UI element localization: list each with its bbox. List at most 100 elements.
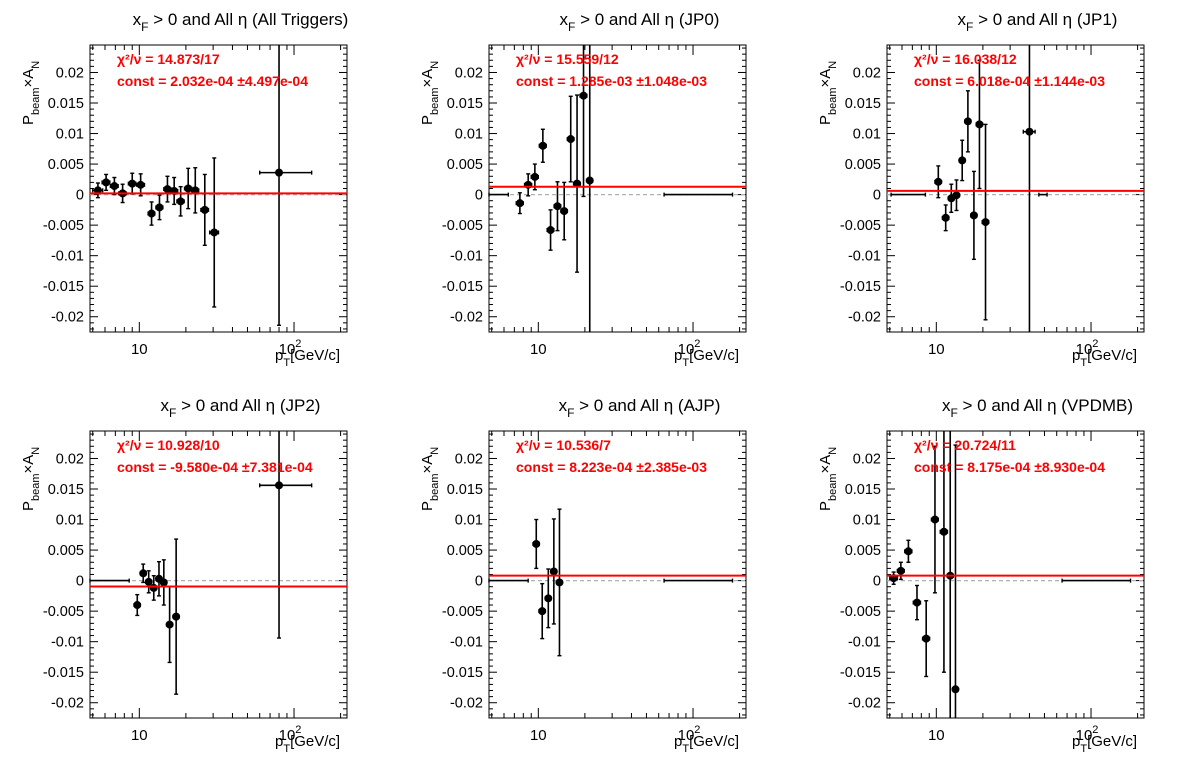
data-marker <box>128 179 137 188</box>
y-tick-label: -0.01 <box>848 249 881 265</box>
chart-title: xF > 0 and All η (All Triggers) <box>133 10 349 34</box>
chart-panel-4: 0.02 0.015 0.01 0.005 0 -0.005 -0.01 -0.015 -0.0… <box>20 396 348 755</box>
data-point <box>549 518 558 625</box>
y-axis-label-sub: beam <box>827 87 839 115</box>
data-marker <box>555 578 564 587</box>
x-axis-label-unit: [GeV/c] <box>689 347 739 364</box>
y-tick-label: 0.01 <box>853 127 881 143</box>
chart-title-x: x <box>161 396 170 415</box>
y-tick-label: -0.01 <box>450 249 483 265</box>
chart-panel-6: 0.02 0.015 0.01 0.005 0 -0.005 -0.01 -0.015 -0.0… <box>817 396 1145 755</box>
y-tick-label: -0.02 <box>848 696 881 712</box>
data-marker <box>896 566 905 575</box>
data-point <box>109 176 119 196</box>
data-marker <box>566 135 575 144</box>
y-axis-label: Pbeam×AN <box>419 447 441 511</box>
fit-chi2-text: χ²/ν = 16.038/12 <box>914 51 1017 67</box>
fit-const-text: const = 1.285e-03 ±1.048e-03 <box>516 73 707 89</box>
data-marker <box>144 577 153 586</box>
data-point <box>572 94 582 273</box>
y-axis-label-times: ×A <box>20 69 37 88</box>
data-marker <box>93 186 102 195</box>
x-tick-label-exponent: 2 <box>1092 338 1098 350</box>
data-marker <box>275 481 284 490</box>
data-point <box>939 431 949 673</box>
data-point <box>515 192 525 215</box>
y-axis-label-times: ×A <box>419 69 436 88</box>
chart-panel-2: 0.02 0.015 0.01 0.005 0 -0.005 -0.01 -0.015 -0.0… <box>419 10 747 369</box>
y-tick-label: -0.005 <box>840 218 881 234</box>
data-marker <box>958 156 967 165</box>
data-point <box>133 593 142 617</box>
chart-title-x: x <box>560 10 569 29</box>
y-axis-label-subN: N <box>429 61 441 69</box>
data-marker <box>210 228 219 237</box>
x-axis-label-p: p <box>1072 733 1080 750</box>
data-marker <box>538 607 547 616</box>
y-tick-label: 0.02 <box>56 451 84 467</box>
chart-panel-3: 0.02 0.015 0.01 0.005 0 -0.005 -0.01 -0.015 -0.0… <box>817 10 1145 369</box>
y-tick-label: -0.01 <box>51 635 84 651</box>
y-tick-label: -0.01 <box>848 635 881 651</box>
data-marker <box>530 172 539 181</box>
data-point <box>147 201 156 226</box>
data-point <box>488 192 510 197</box>
data-point <box>159 559 168 606</box>
y-tick-label: -0.01 <box>51 249 84 265</box>
data-point <box>1038 192 1048 197</box>
chart-title-rest: > 0 and All η (JP2) <box>176 396 320 415</box>
x-axis-label-p: p <box>275 733 283 750</box>
data-point <box>1061 578 1132 583</box>
fit-const-text: const = 8.223e-04 ±2.385e-03 <box>516 459 707 475</box>
y-axis-label-times: ×A <box>20 455 37 474</box>
y-tick-label: 0.015 <box>48 482 84 498</box>
fit-chi2-text: χ²/ν = 20.724/11 <box>914 437 1016 453</box>
data-point <box>176 185 185 217</box>
data-marker <box>952 191 961 200</box>
data-point <box>560 181 569 241</box>
data-point <box>259 431 313 639</box>
y-tick-label: 0.01 <box>853 513 881 529</box>
y-tick-label: 0.015 <box>447 96 483 112</box>
y-tick-label: 0 <box>76 574 84 590</box>
x-axis-label-sub: T <box>682 743 689 755</box>
data-marker <box>191 186 200 195</box>
data-marker <box>941 213 950 222</box>
chart-title-x: x <box>958 10 967 29</box>
data-point <box>963 90 972 153</box>
x-tick-label-10: 10 <box>131 727 148 744</box>
chart-title: xF > 0 and All η (JP1) <box>958 10 1118 34</box>
y-tick-label: -0.005 <box>442 604 483 620</box>
chart-title-rest: > 0 and All η (JP0) <box>575 10 719 29</box>
y-tick-label: -0.005 <box>43 218 84 234</box>
data-marker <box>975 120 984 129</box>
data-point <box>92 182 104 199</box>
data-marker <box>560 207 569 216</box>
x-tick-label-exponent: 2 <box>295 338 301 350</box>
data-marker <box>963 117 972 126</box>
data-marker <box>573 179 582 188</box>
data-point <box>172 538 181 695</box>
data-marker <box>981 218 990 227</box>
data-marker <box>904 547 913 556</box>
fit-const-text: const = 8.175e-04 ±8.930e-04 <box>914 459 1105 475</box>
chart-title-x: x <box>942 396 951 415</box>
data-point <box>579 45 588 198</box>
data-marker <box>275 168 284 177</box>
chart-title-rest: > 0 and All η (All Triggers) <box>149 10 349 29</box>
x-axis-label-p: p <box>1072 347 1080 364</box>
data-marker <box>1025 127 1034 136</box>
x-axis-label-p: p <box>275 347 283 364</box>
data-marker <box>532 539 541 548</box>
data-point <box>921 600 931 678</box>
y-axis-label-sub: beam <box>429 473 441 501</box>
data-point <box>163 175 172 203</box>
data-marker <box>149 583 158 592</box>
data-point <box>169 176 179 206</box>
y-tick-label: 0 <box>873 188 881 204</box>
y-axis-label-sub: beam <box>429 87 441 115</box>
data-marker <box>110 182 119 191</box>
y-axis-label-times: ×A <box>817 69 834 88</box>
y-axis-label-sub: beam <box>827 473 839 501</box>
